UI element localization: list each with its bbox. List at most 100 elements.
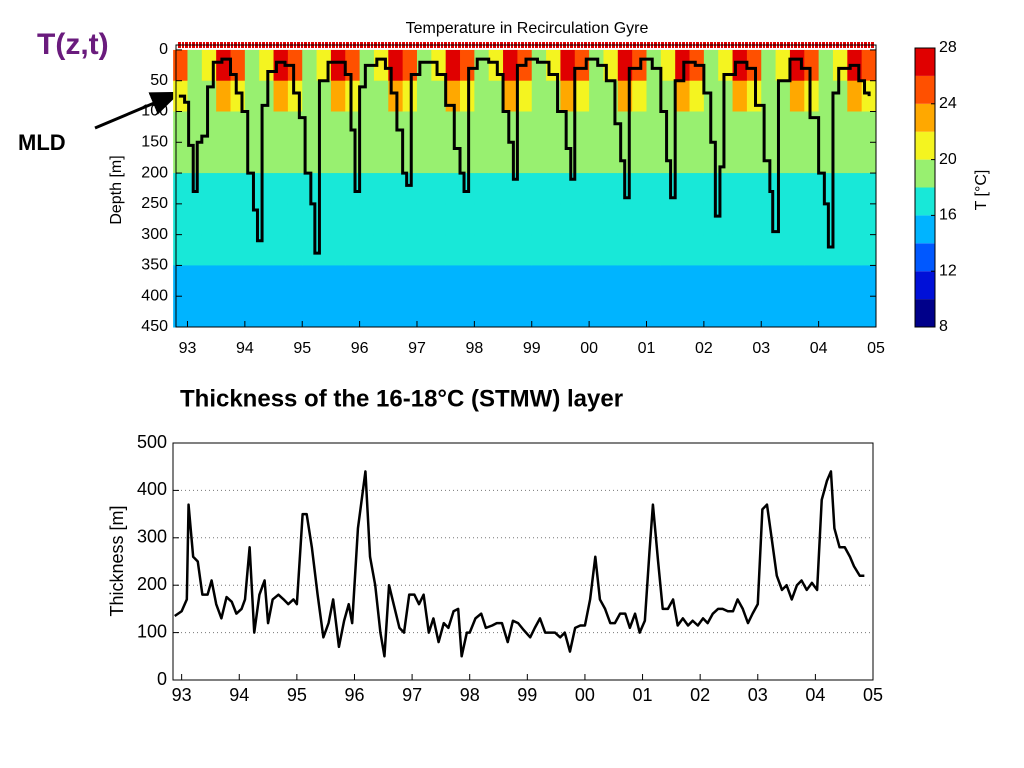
heat-cell	[660, 265, 676, 297]
heat-cell	[632, 234, 647, 266]
heat-cell	[517, 111, 533, 143]
heat-cell	[804, 111, 820, 143]
heat-cell	[847, 203, 863, 236]
heat-cell	[847, 265, 863, 297]
heat-cell	[273, 80, 289, 112]
heat-cell	[818, 142, 834, 174]
x-tick-label: 04	[810, 340, 828, 357]
colorbar-swatch	[915, 187, 935, 216]
heat-cell	[431, 173, 447, 205]
heat-cell	[574, 203, 590, 236]
heat-cell	[818, 111, 834, 143]
heat-cell	[359, 173, 375, 205]
heat-cell	[832, 111, 848, 143]
heat-cell	[560, 234, 576, 266]
heat-cell	[244, 49, 260, 82]
heat-cell	[847, 234, 863, 266]
heat-cell	[603, 142, 619, 174]
heat-cell	[574, 296, 590, 328]
heat-cell	[373, 265, 389, 297]
heat-cell	[546, 173, 561, 205]
heat-cell	[732, 173, 748, 205]
heat-cell	[646, 203, 662, 236]
heat-cell	[675, 173, 691, 205]
heat-cell	[201, 142, 217, 174]
heat-cell	[173, 234, 188, 266]
heat-cell	[617, 296, 633, 328]
heat-cell	[273, 49, 289, 82]
heat-cell	[330, 203, 346, 236]
heat-cell	[689, 296, 705, 328]
y-tick-label: 500	[137, 432, 167, 452]
heat-cell	[431, 80, 447, 112]
heat-cell	[675, 296, 691, 328]
heat-cell	[488, 234, 504, 266]
colorbar-tick-label: 12	[939, 262, 957, 279]
heat-cell	[732, 296, 748, 328]
heat-cell	[689, 142, 705, 174]
heat-cell	[675, 142, 691, 174]
y-tick-label: 100	[137, 621, 167, 641]
heat-cell	[775, 265, 791, 297]
heat-cell	[560, 265, 576, 297]
heat-cell	[488, 111, 504, 143]
heat-cell	[431, 203, 447, 236]
heat-cell	[244, 296, 260, 328]
heat-cell	[531, 142, 547, 174]
x-tick-label: 00	[580, 340, 598, 357]
heat-cell	[517, 265, 533, 297]
heat-cell	[847, 296, 863, 328]
data-line	[174, 470, 865, 658]
heat-cell	[216, 203, 232, 236]
heat-cell	[560, 173, 576, 205]
heat-cell	[460, 234, 475, 266]
heat-cell	[546, 234, 561, 266]
heat-cell	[804, 142, 820, 174]
colorbar-tick-label: 20	[939, 151, 957, 168]
heat-cell	[503, 80, 518, 112]
heat-cell	[359, 265, 375, 297]
x-tick-label: 00	[575, 685, 595, 705]
heat-cell	[804, 265, 820, 297]
heat-cell	[861, 296, 877, 328]
heat-cell	[789, 111, 805, 143]
heat-cell	[832, 265, 848, 297]
heat-cell	[302, 49, 318, 82]
heat-cell	[646, 111, 662, 143]
heat-cell	[373, 142, 389, 174]
heat-cell	[488, 203, 504, 236]
heat-cell	[431, 296, 447, 328]
y-tick-label: 300	[137, 527, 167, 547]
x-tick-label: 93	[179, 340, 197, 357]
heat-cell	[273, 265, 289, 297]
heat-cell	[531, 265, 547, 297]
heat-cell	[330, 296, 346, 328]
heat-cell	[517, 203, 533, 236]
heat-cell	[316, 265, 332, 297]
heat-cell	[388, 203, 404, 236]
heat-cell	[216, 234, 232, 266]
heat-cell	[445, 203, 461, 236]
heat-cell	[589, 203, 604, 236]
heat-cell	[732, 203, 748, 236]
heat-cell	[503, 265, 518, 297]
heat-cell	[832, 142, 848, 174]
heat-cell	[445, 142, 461, 174]
x-tick-label: 97	[402, 685, 422, 705]
heat-cell	[187, 142, 203, 174]
heat-cell	[818, 234, 834, 266]
heat-cell	[431, 142, 447, 174]
heat-cell	[187, 49, 203, 82]
heat-cell	[416, 111, 432, 143]
heat-cell	[546, 111, 561, 143]
y-tick-label: 450	[141, 318, 168, 335]
heat-cell	[732, 265, 748, 297]
heat-cell	[718, 80, 734, 112]
heat-cell	[173, 265, 188, 297]
heat-cell	[646, 296, 662, 328]
heat-cell	[646, 265, 662, 297]
colorbar-swatch	[915, 159, 935, 188]
heat-cell	[244, 234, 260, 266]
heat-cell	[488, 296, 504, 328]
plot-frame	[175, 44, 877, 328]
